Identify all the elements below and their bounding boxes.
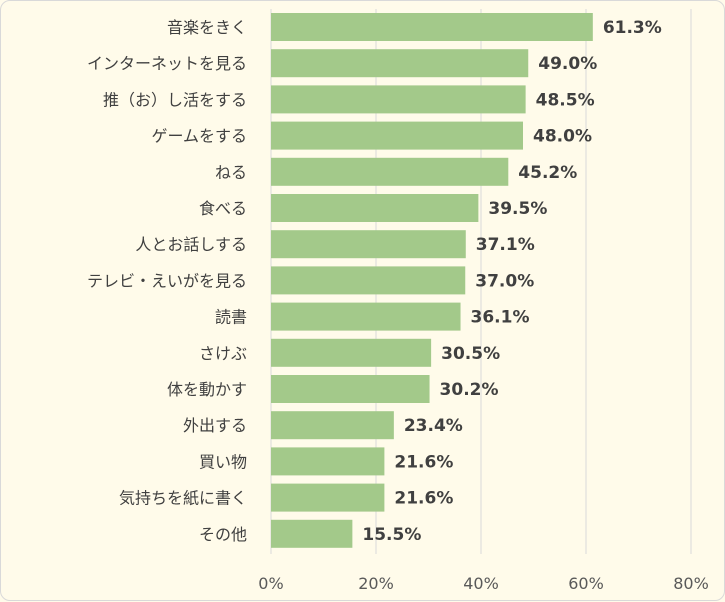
bar [271,194,479,222]
category-label: ねる [215,163,247,182]
category-label: 人とお話しする [135,235,247,254]
value-label: 37.1% [476,235,535,255]
value-label: 30.5% [441,344,500,364]
x-tick-label: 0% [258,574,283,593]
category-label: 推（お）し活をする [103,90,247,109]
bar [271,13,593,41]
category-label: さけぶ [199,344,247,363]
value-label: 21.6% [394,489,453,509]
value-label: 23.4% [404,416,463,436]
value-label: 48.5% [536,90,595,110]
x-tick-label: 40% [463,574,499,593]
bar [271,230,466,259]
x-tick-label: 20% [358,574,394,593]
category-label: 読書 [215,308,247,327]
bar [271,49,529,78]
bar [271,483,385,512]
bar [271,447,385,476]
bar [271,157,509,186]
category-label: 体を動かす [167,380,247,399]
value-label: 39.5% [488,199,547,219]
value-label: 61.3% [603,18,662,38]
value-label: 30.2% [440,380,499,400]
category-label: 食べる [199,199,247,218]
category-label: その他 [199,525,247,544]
bars [271,13,593,548]
bar [271,85,526,114]
category-label: インターネットを見る [87,54,247,73]
bar [271,338,432,367]
value-label: 45.2% [518,163,577,183]
bar [271,375,430,403]
bar [271,519,353,548]
x-tick-label: 80% [673,574,709,593]
labels: 音楽をきく 61.3% インターネットを見る 49.0% 推（お）し活をする 48.5% ゲ… [87,18,662,545]
category-label: ゲームをする [151,127,247,146]
value-label: 15.5% [362,525,421,545]
value-label: 21.6% [394,452,453,472]
value-label: 37.0% [475,271,534,291]
value-label: 48.0% [533,127,592,147]
category-label: 音楽をきく [167,18,247,37]
x-axis-ticks: 0% 20% 40% 60% 80% [258,574,708,593]
category-label: 買い物 [199,452,247,471]
value-label: 49.0% [538,54,597,74]
category-label: 外出する [183,416,247,435]
x-tick-label: 60% [568,574,604,593]
category-label: 気持ちを紙に書く [119,489,247,508]
bar [271,121,523,150]
value-label: 36.1% [471,308,530,328]
category-label: テレビ・えいがを見る [87,271,247,290]
bar [271,302,461,331]
bar [271,411,394,440]
bar [271,266,466,295]
